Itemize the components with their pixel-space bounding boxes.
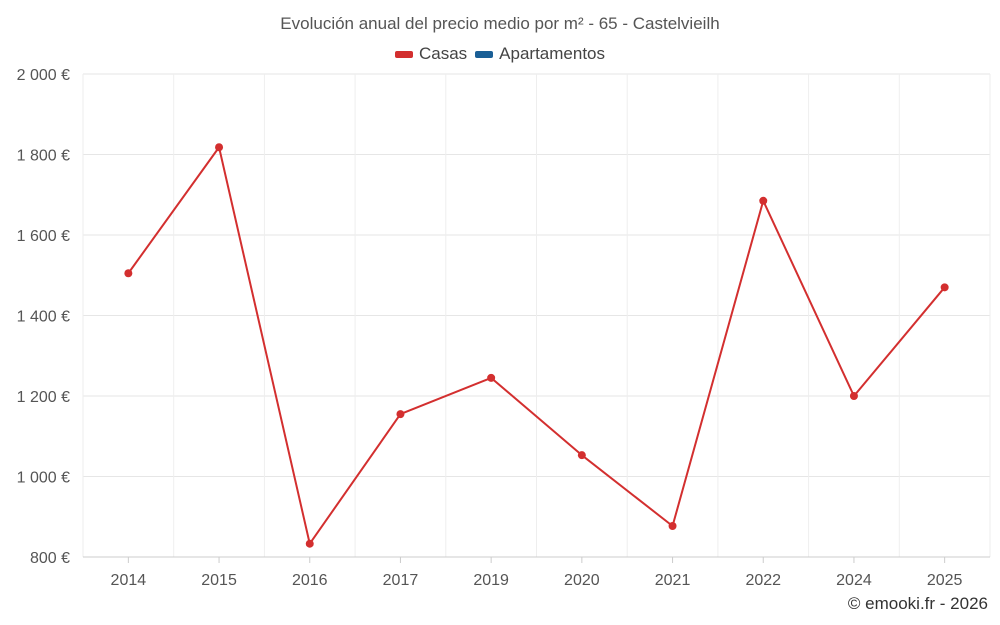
data-point-casas [577,451,586,460]
y-tick-label: 800 € [30,550,70,567]
legend-label-casas: Casas [418,44,468,63]
x-tick-label: 2025 [927,572,963,589]
legend-item-casas[interactable]: Casas [394,44,468,64]
data-point-casas [759,196,768,205]
y-tick-label: 1 600 € [17,228,70,245]
data-point-casas [305,539,314,548]
legend-label-apartamentos: Apartamentos [499,44,606,63]
data-point-casas [124,269,133,278]
x-tick-label: 2022 [745,572,781,589]
x-tick-label: 2021 [655,572,691,589]
data-point-casas [849,392,858,400]
data-point-casas [215,143,224,152]
legend-item-apartamentos[interactable]: Apartamentos [475,44,605,64]
data-point-casas [940,283,949,292]
x-tick-label: 2015 [201,572,237,589]
x-tick-label: 2019 [473,572,509,589]
credit-text: © emooki.fr - 2026 [847,594,988,613]
data-point-casas [668,522,677,531]
y-tick-label: 1 200 € [17,389,70,406]
chart-title: Evolución anual del precio medio por m² … [280,14,720,33]
series-line-casas [127,146,946,545]
y-tick-label: 1 000 € [17,470,70,487]
data-point-casas [396,410,405,419]
legend-swatch-apartamentos [475,50,494,58]
y-tick-label: 1 800 € [17,148,70,165]
y-tick-label: 2 000 € [17,67,70,84]
y-tick-label: 1 400 € [17,309,70,326]
x-tick-label: 2016 [292,572,328,589]
x-tick-label: 2017 [383,572,419,589]
data-point-casas [487,373,496,382]
legend-swatch-casas [394,50,413,58]
x-tick-label: 2024 [836,572,872,589]
legend: Casas Apartamentos [0,44,1000,64]
x-tick-label: 2014 [111,572,147,589]
x-tick-label: 2020 [564,572,600,589]
